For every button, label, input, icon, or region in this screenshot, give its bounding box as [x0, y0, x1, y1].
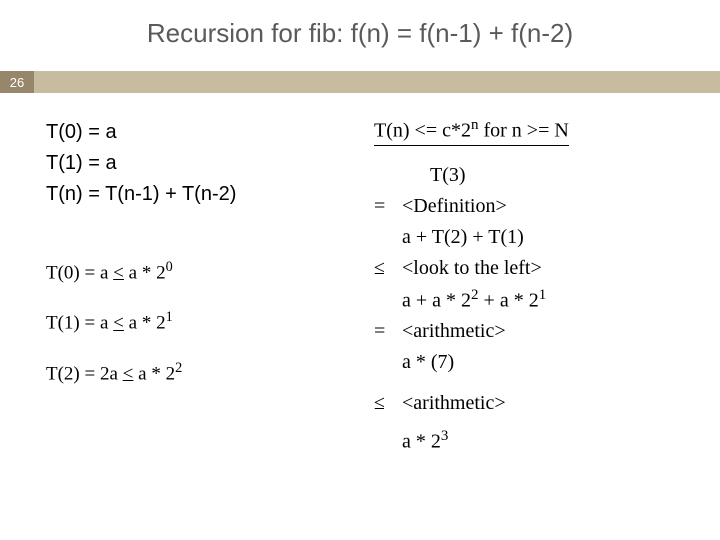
- left-column: T(0) = a T(1) = a T(n) = T(n-1) + T(n-2)…: [46, 117, 346, 458]
- page-number: 26: [0, 71, 34, 93]
- def-tn: T(n) = T(n-1) + T(n-2): [46, 179, 346, 210]
- proof-l7: a * (7): [374, 347, 690, 378]
- proof-l5: a + a * 22 + a * 21: [374, 284, 690, 317]
- bound-t1: T(1) = a < a * 21: [46, 310, 346, 332]
- proof-l1: T(3): [374, 160, 690, 191]
- hypothesis: T(n) <= c*2n for n >= N: [374, 117, 569, 146]
- proof-l4: ≤ <look to the left>: [374, 253, 690, 284]
- content-area: T(0) = a T(1) = a T(n) = T(n-1) + T(n-2)…: [0, 93, 720, 458]
- def-t0: T(0) = a: [46, 117, 346, 148]
- proof-l6: = <arithmetic>: [374, 316, 690, 347]
- page-bar: 26: [0, 71, 720, 93]
- def-t1: T(1) = a: [46, 148, 346, 179]
- bound-t0: T(0) = a < a * 20: [46, 260, 346, 282]
- proof-l8: ≤ <arithmetic>: [374, 388, 690, 419]
- bound-t2: T(2) = 2a < a * 22: [46, 361, 346, 383]
- proof-l2: = <Definition>: [374, 191, 690, 222]
- right-column: T(n) <= c*2n for n >= N T(3) = <Definiti…: [346, 117, 690, 458]
- proof-l9: a * 23: [374, 425, 690, 458]
- slide-title: Recursion for fib: f(n) = f(n-1) + f(n-2…: [0, 0, 720, 49]
- proof-l3: a + T(2) + T(1): [374, 222, 690, 253]
